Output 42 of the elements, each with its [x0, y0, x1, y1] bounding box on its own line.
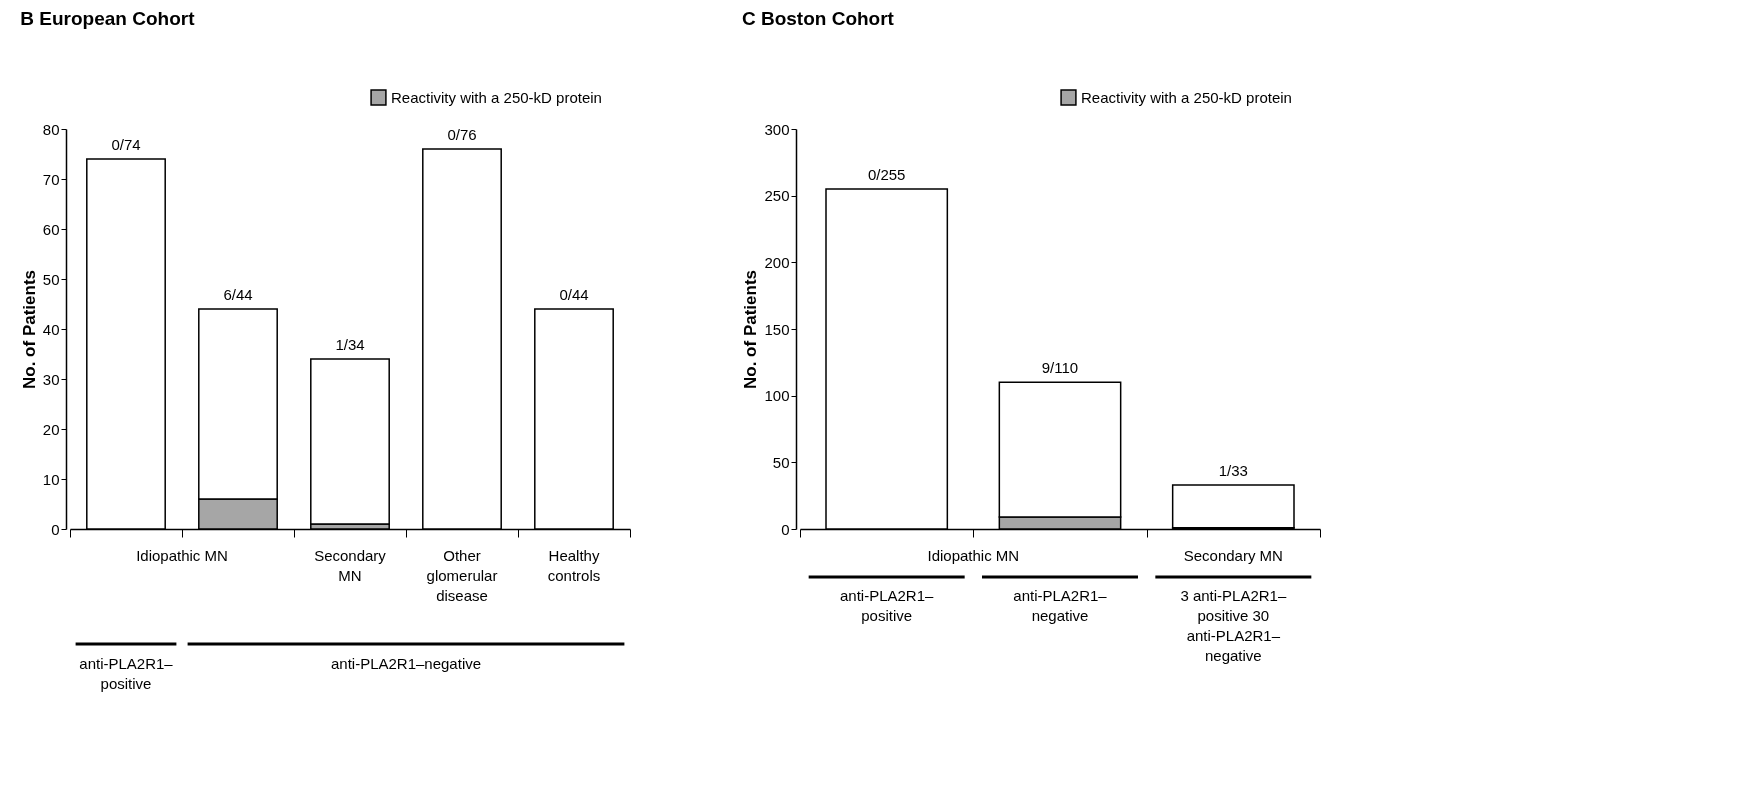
- total-label: 6/44: [223, 286, 253, 303]
- x-tick-label: Other glomerular disease: [426, 547, 498, 604]
- legend-label: Reactivity with a 250-kD protein: [391, 88, 602, 106]
- y-axis-title: No. of Patients: [741, 269, 761, 390]
- total-label: 1/34: [335, 336, 365, 353]
- y-tick-label: 50: [772, 453, 790, 471]
- text: anti-PLA2R1–negative: [330, 655, 482, 672]
- y-tick-label: 60: [42, 220, 60, 238]
- legend-label: Reactivity with a 250-kD protein: [1081, 88, 1292, 106]
- total-label: 1/33: [1218, 462, 1248, 479]
- y-tick-label: 100: [764, 387, 790, 405]
- text: anti-PLA2R1–negative: [1013, 587, 1108, 624]
- y-tick-label: 80: [42, 120, 60, 138]
- y-tick-label: 200: [764, 253, 790, 271]
- y-tick-label: 250: [764, 187, 790, 205]
- y-axis-title: No. of Patients: [19, 269, 39, 390]
- text: anti-PLA2R1–positive: [839, 587, 935, 624]
- total-label: 9/110: [1041, 359, 1079, 377]
- y-tick-label: 150: [764, 320, 790, 338]
- y-tick-label: 300: [764, 120, 790, 138]
- x-tick-label: Secondary MN: [314, 547, 387, 584]
- y-tick-label: 0: [51, 520, 60, 538]
- y-tick-label: 40: [42, 320, 60, 338]
- y-tick-label: 0: [781, 520, 790, 538]
- y-tick-label: 30: [42, 370, 60, 388]
- y-tick-label: 20: [42, 420, 60, 438]
- text: 3 anti-PLA2R1–positive 30 anti-PLA2R1–negative: [1180, 587, 1287, 664]
- y-tick-label: 10: [42, 470, 60, 488]
- bar: [1171, 484, 1295, 529]
- total-label: 0/74: [111, 136, 141, 153]
- x-tick-label: Secondary MN: [1183, 547, 1283, 564]
- x-tick-label: Healthy controls: [547, 547, 601, 584]
- chart-title: B European Cohort: [20, 8, 196, 29]
- chart-title: C Boston Cohort: [741, 8, 895, 29]
- total-label: 0/44: [559, 286, 589, 303]
- y-tick-label: 50: [42, 270, 60, 288]
- text: Idiopathic MN: [136, 547, 228, 564]
- total-label: 0/76: [447, 126, 477, 143]
- text: Idiopathic MN: [927, 547, 1020, 564]
- text: anti-PLA2R1–positive: [79, 655, 174, 692]
- y-tick-label: 70: [42, 170, 60, 188]
- total-label: 0/255: [867, 166, 906, 183]
